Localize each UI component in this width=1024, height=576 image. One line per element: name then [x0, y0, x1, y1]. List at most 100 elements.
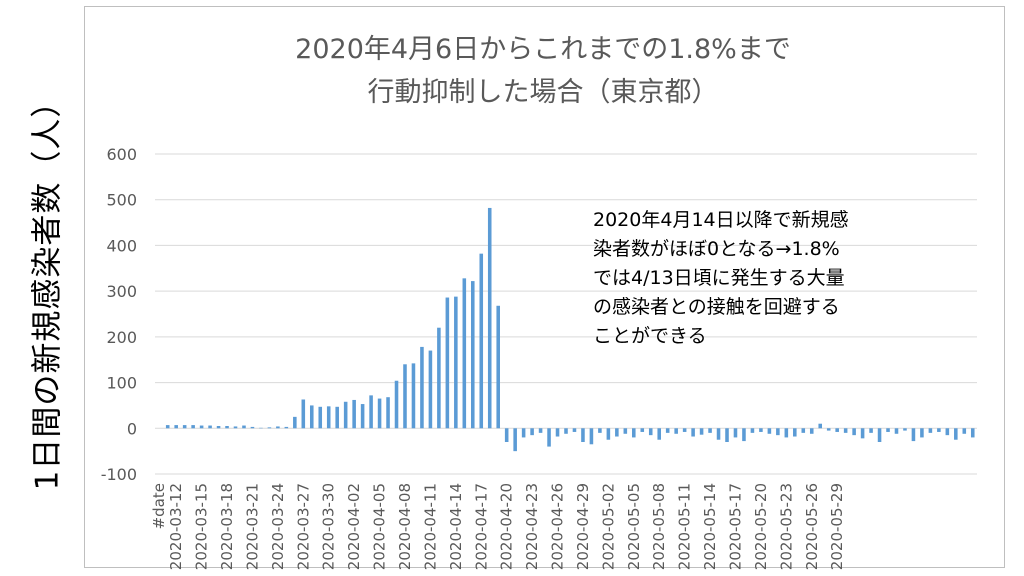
x-tick-label: 2020-05-11 [676, 483, 694, 570]
bar [225, 426, 229, 429]
bar [521, 428, 526, 438]
bar [564, 428, 568, 434]
x-tick-label: 2020-05-14 [701, 483, 719, 570]
bar [293, 416, 297, 429]
bars [165, 207, 975, 452]
bar [360, 404, 365, 429]
bar [877, 428, 882, 442]
bar [343, 401, 348, 429]
bar [970, 428, 975, 438]
bar [708, 428, 712, 433]
bar [767, 428, 772, 434]
bar [462, 278, 467, 429]
bar [428, 350, 433, 429]
x-tick-label: 2020-05-02 [599, 483, 617, 570]
y-tick-label: 100 [106, 374, 137, 393]
bar [928, 428, 933, 433]
bar [826, 428, 831, 431]
bar [682, 428, 687, 432]
bar [165, 425, 170, 429]
bar [818, 423, 823, 429]
bar [852, 428, 856, 436]
x-tick-label: 2020-05-29 [828, 483, 846, 570]
bar [750, 428, 755, 433]
bar [267, 427, 272, 429]
bar [606, 428, 611, 440]
bar [716, 428, 721, 440]
bar [632, 428, 636, 438]
bar [242, 425, 246, 429]
bar [326, 406, 331, 429]
bar [572, 428, 577, 432]
x-tick-label: #date [150, 483, 168, 529]
bar [369, 395, 373, 429]
bar [411, 363, 416, 429]
bar [843, 428, 848, 433]
bar [615, 428, 619, 437]
bar [454, 296, 458, 429]
bar [437, 327, 441, 429]
bar [301, 399, 306, 429]
x-tick-label: 2020-04-02 [345, 483, 363, 570]
bar [233, 426, 238, 429]
bar [335, 406, 339, 429]
bar [648, 428, 653, 436]
bar [403, 364, 407, 429]
bar [471, 281, 475, 429]
y-tick-label: 0 [127, 419, 137, 438]
bar [504, 428, 509, 442]
bar [801, 428, 806, 433]
bar [208, 425, 212, 429]
x-tick-label: 2020-05-20 [752, 483, 770, 570]
x-tick-label: 2020-03-15 [193, 483, 211, 570]
bar [776, 428, 780, 436]
chart-title: 2020年4月6日からこれまでの1.8%まで 行動抑制した場合（東京都） [295, 34, 791, 108]
annotation-line: 染者数がほぼ0となる→1.8% [593, 238, 840, 260]
bar [182, 425, 187, 429]
x-tick-label: 2020-04-26 [549, 483, 567, 570]
x-tick-label: 2020-05-17 [727, 483, 745, 570]
x-tick-label: 2020-03-21 [244, 483, 262, 570]
x-tick-label: 2020-04-20 [498, 483, 516, 570]
bar [954, 428, 958, 440]
x-tick-label: 2020-04-08 [396, 483, 414, 570]
x-tick-label: 2020-04-23 [523, 483, 541, 570]
y-tick-label: -100 [101, 465, 137, 484]
bar [835, 428, 839, 432]
x-tick-label: 2020-05-26 [803, 483, 821, 570]
bar [318, 406, 323, 429]
y-tick-label: 500 [106, 191, 137, 210]
bar [487, 207, 492, 429]
bar [386, 397, 390, 429]
x-tick-label: 2020-03-18 [218, 483, 236, 570]
bar [547, 428, 551, 447]
bar [309, 405, 314, 429]
bar [945, 428, 950, 436]
bar [394, 380, 399, 429]
bar [479, 253, 484, 429]
bar [284, 426, 289, 429]
annotation-line: ことができる [593, 325, 707, 347]
bar [555, 428, 560, 437]
annotation-line: 2020年4月14日以降で新規感 [593, 209, 849, 231]
bar [894, 428, 899, 434]
annotation-line: では4/13日頃に発生する大量 [593, 267, 845, 289]
y-tick-label: 400 [106, 236, 137, 255]
x-tick-label: 2020-04-14 [447, 483, 465, 570]
bar [860, 428, 865, 439]
bar [793, 428, 797, 437]
bar [657, 428, 661, 440]
x-tick-label: 2020-03-27 [294, 483, 312, 570]
bar [937, 428, 941, 432]
y-tick-labels: -100 0 100 200 300 400 500 600 [101, 145, 137, 484]
bar [581, 428, 585, 442]
bar [742, 428, 746, 442]
bar [903, 428, 907, 431]
bar [191, 425, 195, 429]
bar [250, 426, 255, 429]
bar [725, 428, 729, 442]
gridlines [155, 153, 977, 475]
bar [598, 428, 602, 433]
x-tick-label: 2020-04-17 [472, 483, 490, 570]
